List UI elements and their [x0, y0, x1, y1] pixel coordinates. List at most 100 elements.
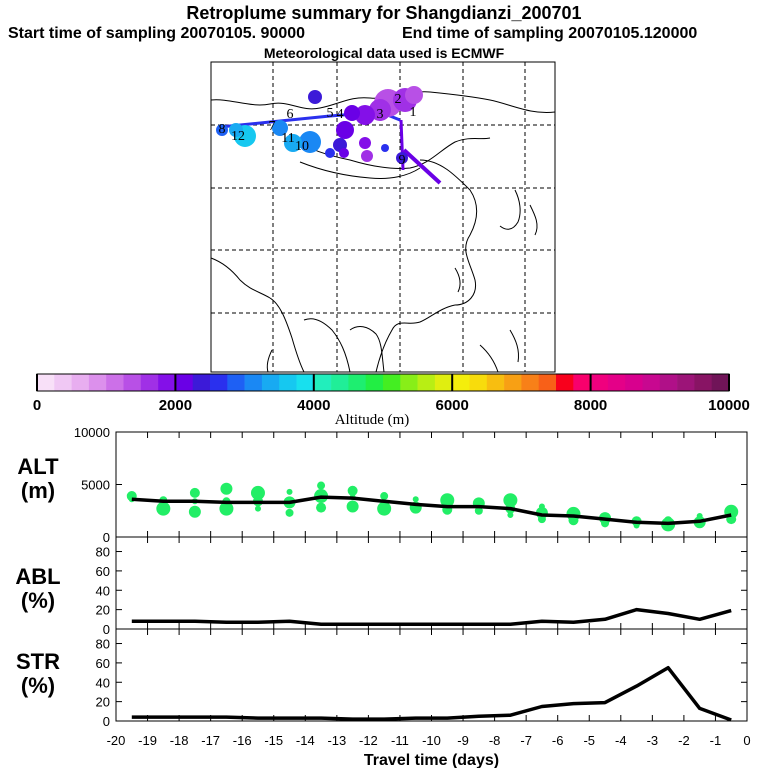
x-tick-label: -5 — [583, 733, 595, 748]
colorbar-segment — [694, 374, 712, 391]
x-tick-label: -20 — [107, 733, 126, 748]
altitude-cloud-point — [286, 488, 293, 495]
plume-blob — [336, 121, 354, 139]
x-tick-label: -11 — [391, 733, 409, 748]
abl-series-line — [131, 607, 732, 626]
colorbar-tick-label: 4000 — [297, 397, 330, 414]
colorbar-segment — [227, 374, 245, 391]
altitude-cloud-point — [188, 505, 201, 518]
abl-title: ABL — [15, 564, 61, 589]
altitude-cloud-point — [440, 493, 455, 508]
colorbar-segment — [54, 374, 72, 391]
y-tick-label: 40 — [96, 675, 110, 690]
colorbar-segment — [417, 374, 436, 391]
plume-day-label: 9 — [399, 153, 406, 168]
colorbar-segment — [538, 374, 557, 391]
colorbar-tick-label: 6000 — [436, 397, 469, 414]
altitude-cloud-point — [380, 492, 389, 501]
colorbar-segment — [573, 374, 591, 391]
plume-day-label: 5 — [327, 106, 334, 121]
colorbar-segment — [365, 374, 384, 391]
colorbar-segment — [642, 374, 661, 391]
colorbar-segment — [400, 374, 418, 391]
plume-day-label: 1 — [410, 105, 417, 120]
y-tick-label: 5000 — [81, 478, 110, 493]
alt-panel-title: ALT (m) — [8, 455, 68, 503]
str-panel-title: STR (%) — [8, 650, 68, 698]
altitude-cloud-point — [156, 501, 171, 516]
colorbar-segment — [469, 374, 488, 391]
x-tick-label: -15 — [264, 733, 283, 748]
x-tick-label: 0 — [743, 733, 750, 748]
x-tick-label: -1 — [710, 733, 722, 748]
start-time-label: Start time of sampling 20070105. 90000 — [8, 25, 306, 42]
plume-day-label: 2 — [395, 92, 402, 107]
altitude-cloud-point — [317, 481, 326, 490]
x-tick-label: -9 — [457, 733, 469, 748]
colorbar-segment — [140, 374, 159, 391]
abl-panel-title: ABL (%) — [8, 565, 68, 613]
colorbar-segment — [192, 374, 211, 391]
plume-blob — [381, 144, 389, 152]
y-tick-label: 0 — [103, 622, 110, 637]
plume-day-label: 6 — [287, 107, 294, 122]
plume-blob — [216, 124, 228, 136]
y-tick-label: 60 — [96, 564, 110, 579]
plume-blob — [308, 90, 322, 104]
plume-day-label: 12 — [231, 129, 245, 144]
x-tick-label: -19 — [138, 733, 157, 748]
map-gridlines — [211, 62, 555, 372]
x-tick-label: -10 — [422, 733, 441, 748]
colorbar-segment — [244, 374, 263, 391]
colorbar-segment — [331, 374, 349, 391]
colorbar-segment — [71, 374, 90, 391]
y-tick-label: 80 — [96, 637, 110, 652]
x-tick-label: -4 — [615, 733, 627, 748]
plume-blob — [344, 105, 360, 121]
y-tick-label: 0 — [103, 530, 110, 545]
altitude-cloud-point — [566, 506, 581, 521]
x-tick-label: -14 — [296, 733, 315, 748]
colorbar-segment — [37, 374, 55, 391]
y-tick-label: 0 — [103, 714, 110, 729]
x-tick-label: -16 — [233, 733, 252, 748]
chart-title: Retroplume summary for Shangdianzi_20070… — [186, 3, 582, 23]
colorbar-segment — [486, 374, 505, 391]
colorbar-segment — [504, 374, 522, 391]
plume-path-segment — [402, 148, 442, 185]
x-tick-label: -12 — [359, 733, 378, 748]
str-unit: (%) — [20, 673, 56, 698]
y-tick-label: 80 — [96, 545, 110, 560]
y-tick-label: 20 — [96, 695, 110, 710]
colorbar-label: Altitude (m) — [335, 412, 410, 428]
x-tick-label: -8 — [489, 733, 501, 748]
plume-blob — [325, 148, 335, 158]
colorbar-segment — [261, 374, 280, 391]
colorbar-tick-label: 2000 — [159, 397, 192, 414]
altitude-cloud-point — [696, 513, 703, 519]
altitude-cloud-point — [503, 493, 518, 508]
colorbar-tick-label: 10000 — [708, 397, 750, 414]
altitude-cloud-point — [538, 503, 545, 510]
x-tick-label: -17 — [201, 733, 220, 748]
plume-blob — [284, 134, 302, 152]
altitude-cloud-point — [377, 501, 392, 516]
plume-blob — [396, 152, 408, 164]
str-title: STR — [16, 649, 60, 674]
x-tick-label: -6 — [552, 733, 564, 748]
y-tick-label: 60 — [96, 656, 110, 671]
colorbar-segment — [123, 374, 142, 391]
x-tick-label: -13 — [327, 733, 346, 748]
colorbar-segment — [313, 374, 332, 391]
colorbar-segment — [607, 374, 626, 391]
altitude-cloud-point — [507, 511, 514, 518]
met-data-label: Meteorological data used is ECMWF — [263, 45, 505, 61]
colorbar-segment — [348, 374, 366, 391]
plume-blob — [405, 86, 423, 104]
colorbar-segment — [434, 374, 453, 391]
colorbar-segment — [711, 374, 730, 391]
alt-panel: 0 5000 10000 — [74, 425, 748, 545]
colorbar-segment — [279, 374, 297, 391]
